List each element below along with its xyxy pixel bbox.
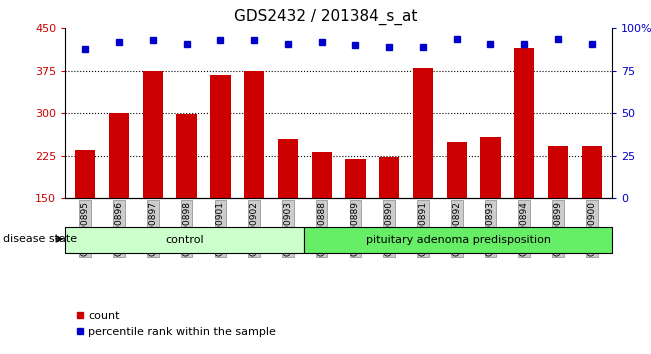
Bar (244, 71, 264, 283)
Bar (76, 150, 96, 283)
Text: pituitary adenoma predisposition: pituitary adenoma predisposition (366, 235, 551, 245)
Legend: count, percentile rank within the sample: count, percentile rank within the sample (71, 307, 281, 341)
Bar (447, 142, 467, 283)
Text: disease state: disease state (3, 234, 77, 244)
Bar (514, 48, 534, 283)
Bar (547, 146, 568, 283)
Bar (109, 113, 130, 283)
Bar (278, 139, 298, 283)
Bar (413, 68, 433, 283)
Bar (480, 137, 501, 283)
Bar (210, 75, 230, 283)
Bar (312, 152, 332, 283)
Bar (581, 146, 602, 283)
Bar (345, 159, 365, 283)
Bar (65, 227, 304, 253)
Bar (143, 71, 163, 283)
Bar (379, 158, 399, 283)
Bar (176, 114, 197, 283)
Text: control: control (165, 235, 204, 245)
Bar (304, 227, 612, 253)
Text: GDS2432 / 201384_s_at: GDS2432 / 201384_s_at (234, 9, 417, 25)
